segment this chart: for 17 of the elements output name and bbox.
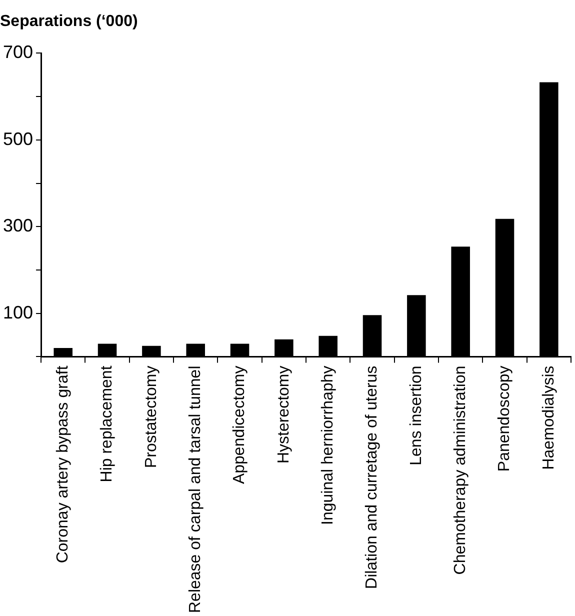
y-tick-label: 300 [2, 216, 34, 236]
x-tick-label: Haemodialysis [540, 366, 558, 470]
x-tick-label: Appendicectomy [231, 366, 248, 484]
x-tick-label: Coronay artery bypass graft [54, 365, 72, 564]
x-tick-label: Panendoscopy [496, 366, 514, 472]
x-tick-label: Hysterectomy [275, 366, 292, 464]
x-tick-label: Hip replacement [98, 365, 116, 482]
x-tick-label: Prostatectomy [142, 366, 160, 468]
x-tick-label: Lens insertion [408, 366, 425, 466]
y-tick-label: 100 [2, 302, 34, 322]
x-tick-label: Release of carpal and tarsal tunnel [187, 366, 204, 613]
x-tick-label: Inguinal herniorrhaphy [320, 366, 337, 525]
y-tick-label: 700 [2, 42, 34, 62]
x-tick-label: Dilation and curretage of uterus [364, 366, 381, 589]
x-tick-label: Chemotherapy administration [452, 366, 469, 575]
y-tick-label: 500 [2, 128, 34, 149]
y-axis-title: Separations (‘000) [0, 13, 138, 30]
